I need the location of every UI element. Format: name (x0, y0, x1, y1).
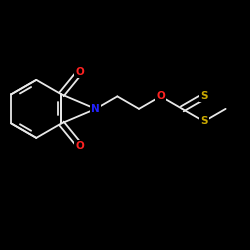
Text: O: O (156, 91, 165, 101)
Text: O: O (75, 140, 84, 150)
Text: O: O (75, 67, 84, 77)
Text: S: S (200, 91, 208, 101)
Text: S: S (200, 116, 208, 126)
Text: N: N (91, 104, 100, 114)
